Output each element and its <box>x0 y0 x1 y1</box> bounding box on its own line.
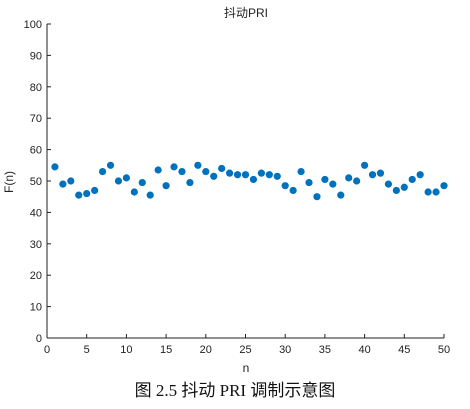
x-tick-label: 0 <box>44 344 50 356</box>
data-point <box>162 182 170 190</box>
data-point <box>392 186 400 195</box>
tick-labels: 0 5 10 15 20 25 30 35 40 45 50 0 10 20 30 40 50 60 70 80 90 1… <box>24 19 450 356</box>
y-axis-label: F(n) <box>2 171 16 193</box>
x-tick-label: 15 <box>160 344 172 356</box>
data-point <box>98 167 107 176</box>
y-tick-label: 100 <box>24 19 42 31</box>
data-point <box>265 171 273 179</box>
y-tick-label: 50 <box>30 176 42 188</box>
y-tick-label: 60 <box>30 145 42 157</box>
y-tick-label: 80 <box>30 82 42 94</box>
data-point <box>408 175 416 184</box>
y-tick-label: 20 <box>30 270 42 282</box>
data-point <box>249 175 258 184</box>
figure-caption: 图 2.5 抖动 PRI 调制示意图 <box>134 381 336 400</box>
data-point <box>329 180 337 188</box>
y-tick-label: 30 <box>30 239 42 251</box>
data-point <box>91 186 99 195</box>
data-point <box>194 161 202 169</box>
y-tick-label: 0 <box>36 333 42 345</box>
x-tick-label: 10 <box>120 344 132 356</box>
chart-title: 抖动PRI <box>224 6 268 20</box>
x-axis-label: n <box>243 361 250 375</box>
data-point <box>210 172 218 180</box>
data-point <box>233 171 242 179</box>
data-point <box>321 175 329 184</box>
y-tick-label: 90 <box>30 50 42 62</box>
data-point <box>114 177 123 185</box>
data-point <box>241 171 250 179</box>
data-point <box>67 177 75 185</box>
data-point <box>186 178 194 187</box>
data-point <box>138 178 146 187</box>
x-tick-label: 50 <box>438 344 450 356</box>
data-point <box>146 191 154 199</box>
data-point <box>281 182 289 190</box>
data-point <box>106 161 115 169</box>
data-point <box>424 188 432 196</box>
data-point <box>297 167 305 176</box>
x-tick-label: 45 <box>398 344 410 356</box>
chart-area: 抖动PRI 0 5 10 15 20 25 30 35 40 45 50 0 10 20 30 40 50 60 7… <box>2 6 450 375</box>
data-point <box>83 189 91 198</box>
x-tick-label: 30 <box>279 344 291 356</box>
y-tick-label: 10 <box>30 302 42 314</box>
data-point <box>305 178 313 187</box>
y-tick-label: 70 <box>30 113 42 125</box>
x-tick-label: 40 <box>358 344 370 356</box>
data-point <box>202 167 210 176</box>
data-points <box>51 161 448 201</box>
data-point <box>384 180 393 188</box>
data-point <box>218 164 226 173</box>
x-tick-label: 35 <box>319 344 331 356</box>
data-point <box>353 177 361 185</box>
data-point <box>170 163 178 171</box>
data-point <box>178 167 186 176</box>
x-tick-label: 20 <box>200 344 212 356</box>
data-point <box>416 171 424 179</box>
data-point <box>400 183 408 191</box>
data-point <box>257 169 265 177</box>
data-point <box>432 188 440 196</box>
data-point <box>273 172 281 180</box>
data-point <box>368 171 377 179</box>
data-point <box>345 174 353 182</box>
x-tick-label: 5 <box>84 344 90 356</box>
data-point <box>376 169 385 177</box>
data-point <box>154 166 162 174</box>
data-point <box>289 186 297 195</box>
data-point <box>226 169 234 177</box>
y-tick-label: 40 <box>30 207 42 219</box>
data-point <box>361 161 369 169</box>
data-point <box>337 191 345 199</box>
data-point <box>130 188 138 196</box>
axes <box>46 23 445 339</box>
data-point <box>313 193 321 201</box>
data-point <box>75 191 83 199</box>
data-point <box>51 163 59 171</box>
data-point <box>59 180 67 188</box>
data-point <box>122 174 130 182</box>
scatter-chart: 抖动PRI 0 5 10 15 20 25 30 35 40 45 50 0 10 20 30 40 50 60 7… <box>2 6 450 375</box>
data-point <box>440 182 448 190</box>
x-tick-label: 25 <box>239 344 251 356</box>
